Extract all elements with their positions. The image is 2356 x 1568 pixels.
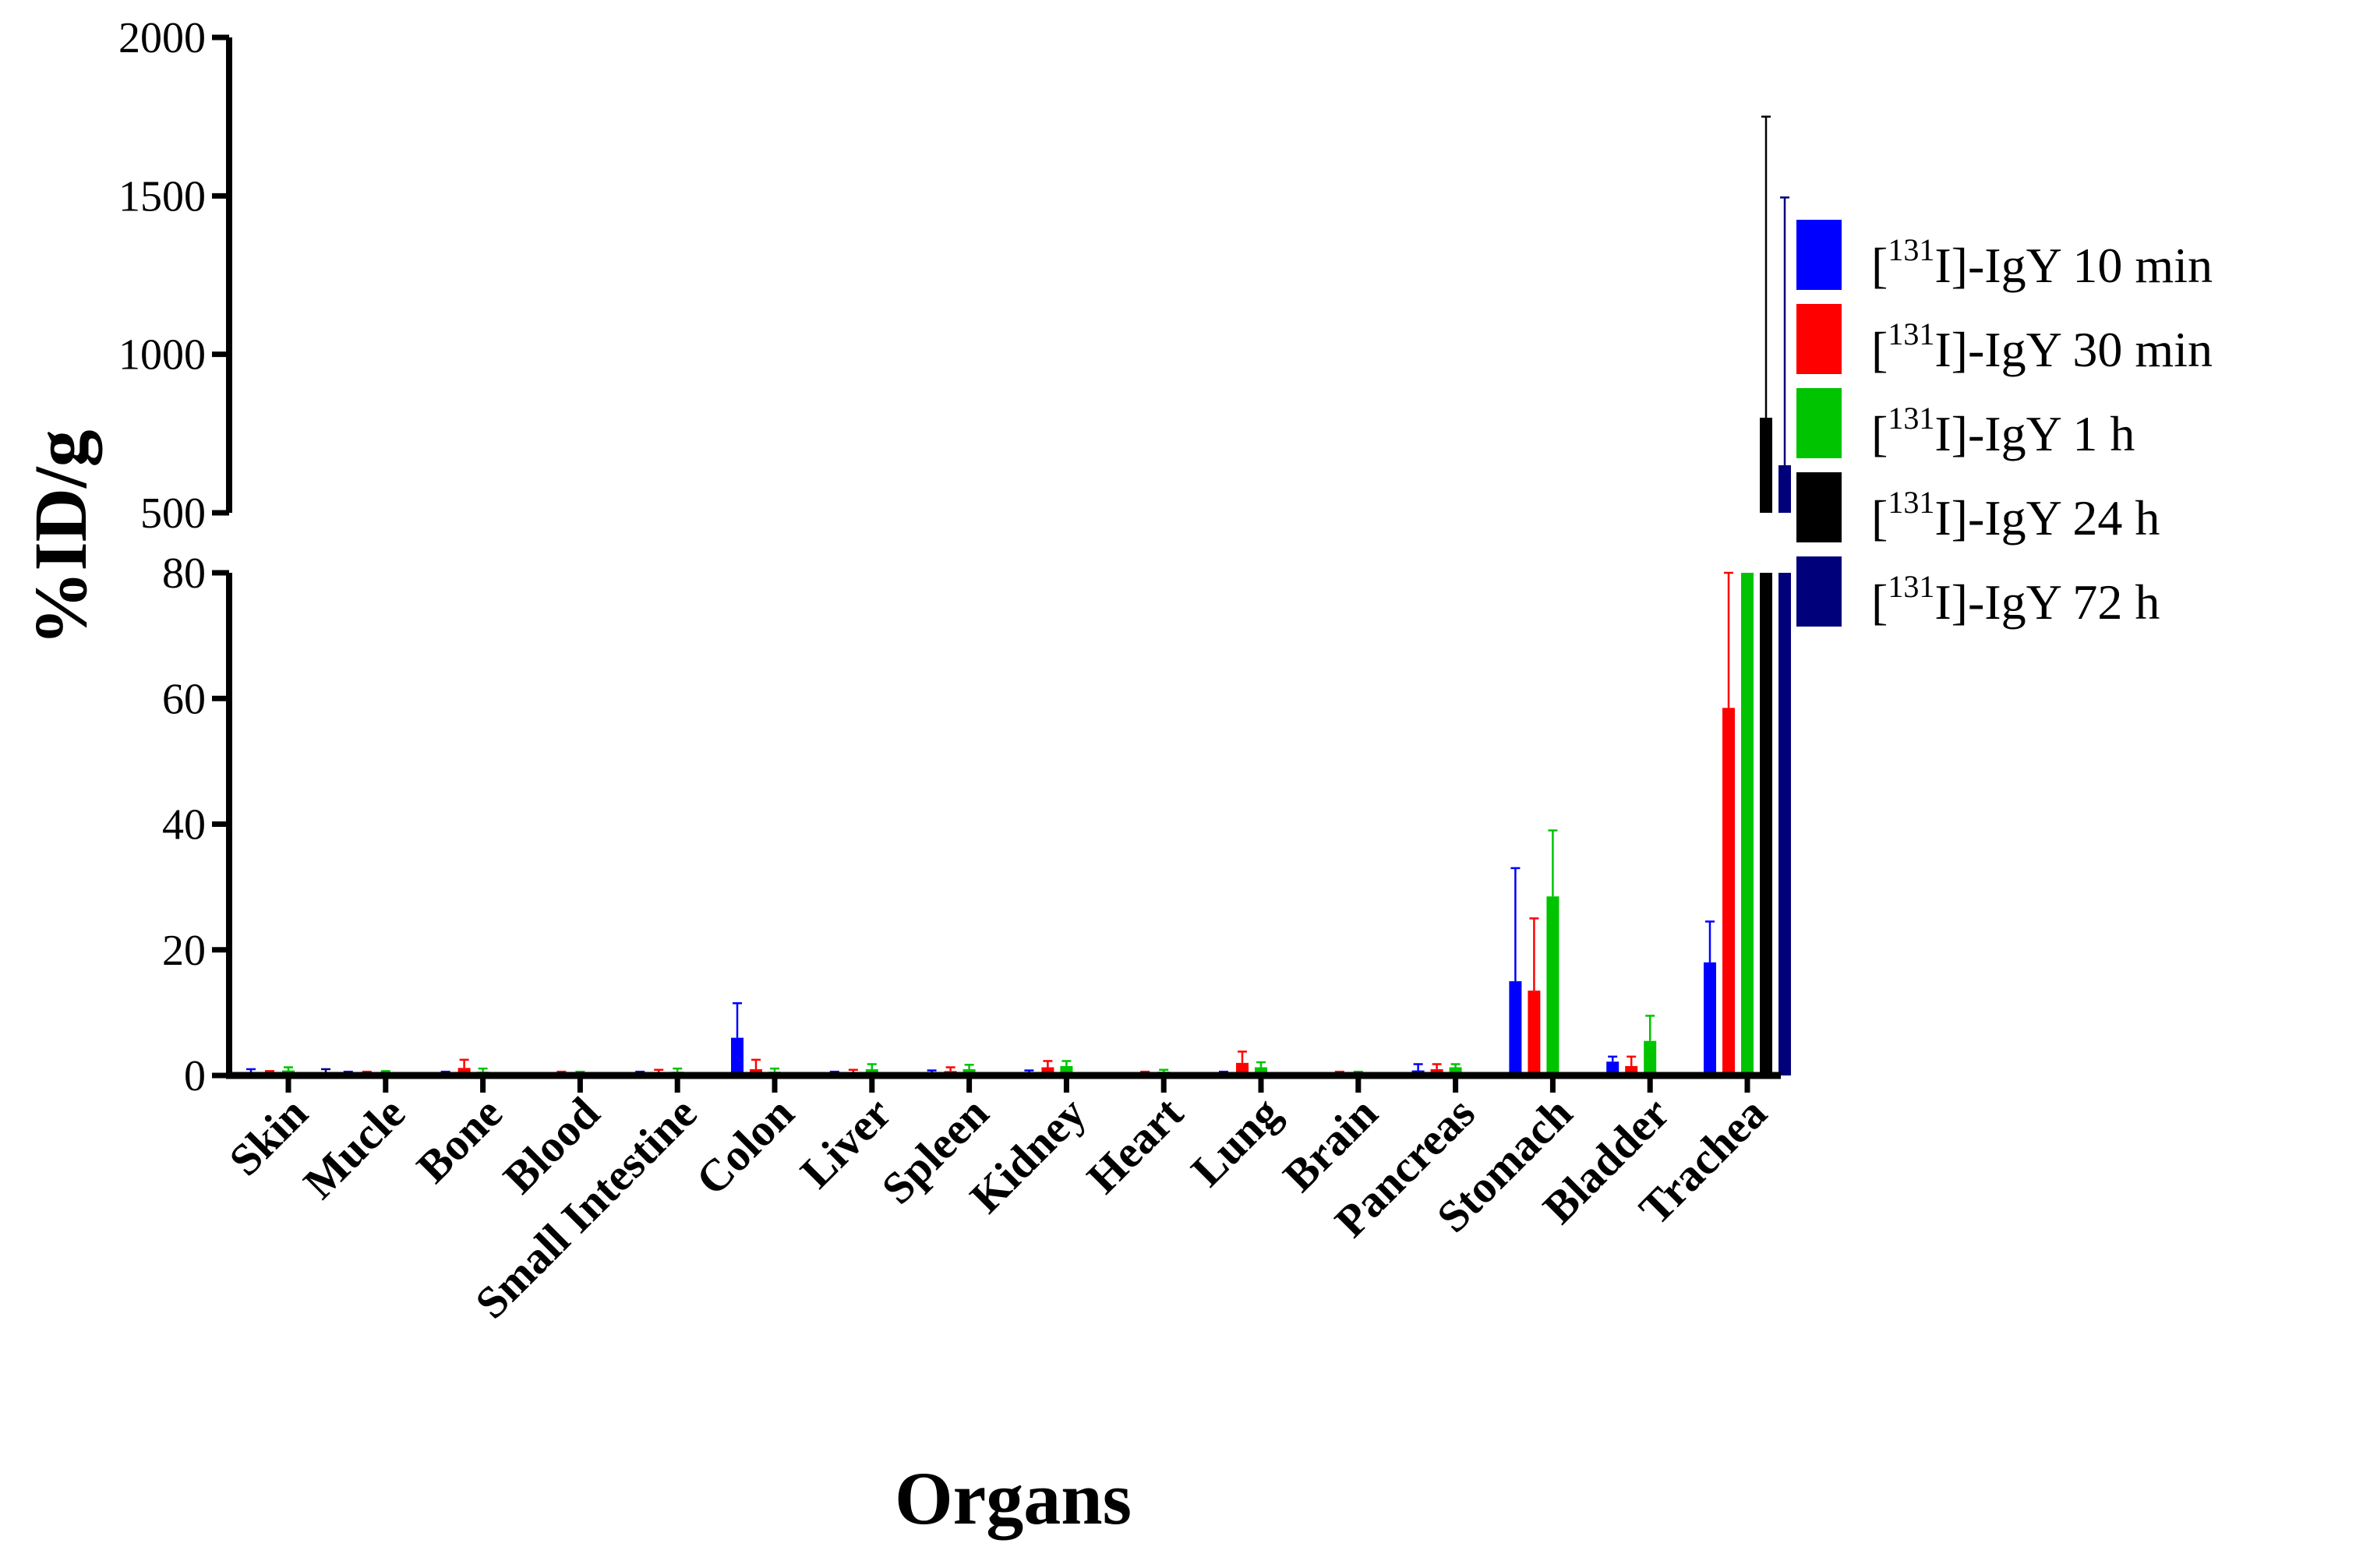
legend-swatch <box>1796 388 1842 458</box>
category-label: Lung <box>1182 1087 1290 1195</box>
bar <box>1741 573 1754 1075</box>
legend-swatch <box>1796 304 1842 374</box>
legend-item: [131I]-IgY 24 h <box>1796 472 2160 546</box>
bar-upper-segment <box>1778 465 1791 513</box>
bar <box>457 1068 471 1075</box>
lower-y-ticks: 0 20 40 60 80 <box>162 549 229 1100</box>
legend: [131I]-IgY 10 min [131I]-IgY 30 min [131I]… <box>1796 220 2213 630</box>
bar <box>1760 573 1772 1075</box>
y-tick-label: 20 <box>162 927 206 975</box>
category-label: Mucle <box>294 1087 415 1208</box>
upper-y-ticks: 500 1000 1500 2000 <box>118 14 229 538</box>
bar <box>1041 1067 1054 1075</box>
axes <box>226 37 1781 1093</box>
bar <box>1255 1067 1267 1075</box>
bars <box>245 115 1791 1075</box>
legend-label: [131I]-IgY 10 min <box>1871 232 2213 293</box>
legend-item: [131I]-IgY 1 h <box>1796 388 2135 461</box>
legend-label: [131I]-IgY 24 h <box>1871 485 2160 546</box>
category-label: Colon <box>686 1087 804 1205</box>
bar-upper-segment <box>1760 418 1772 513</box>
y-tick-label: 1500 <box>118 172 206 221</box>
legend-swatch <box>1796 556 1842 627</box>
y-axis-title: %ID/g <box>19 429 102 645</box>
bar <box>1509 981 1522 1075</box>
y-tick-label: 80 <box>162 549 206 598</box>
category-label: Heart <box>1077 1087 1193 1203</box>
y-tick-label: 1000 <box>118 331 206 380</box>
y-tick-label: 40 <box>162 801 206 849</box>
legend-swatch <box>1796 220 1842 290</box>
bar <box>731 1037 744 1075</box>
bar <box>1704 962 1716 1075</box>
legend-item: [131I]-IgY 10 min <box>1796 220 2213 293</box>
y-tick-label: 0 <box>184 1052 206 1100</box>
y-tick-label: 500 <box>140 489 206 538</box>
legend-label: [131I]-IgY 1 h <box>1871 401 2135 461</box>
legend-label: [131I]-IgY 30 min <box>1871 316 2213 377</box>
legend-swatch <box>1796 472 1842 542</box>
legend-label: [131I]-IgY 72 h <box>1871 569 2160 630</box>
bar <box>1778 573 1791 1075</box>
bar <box>1449 1067 1462 1075</box>
bar <box>1644 1040 1657 1075</box>
bar <box>1722 708 1735 1075</box>
bar <box>1546 896 1559 1075</box>
x-axis-title: Organs <box>895 1457 1132 1540</box>
y-tick-label: 60 <box>162 675 206 723</box>
y-tick-label: 2000 <box>118 14 206 62</box>
bar <box>1528 991 1541 1075</box>
category-label: Bone <box>407 1087 512 1192</box>
legend-item: [131I]-IgY 72 h <box>1796 556 2160 630</box>
legend-item: [131I]-IgY 30 min <box>1796 304 2213 377</box>
